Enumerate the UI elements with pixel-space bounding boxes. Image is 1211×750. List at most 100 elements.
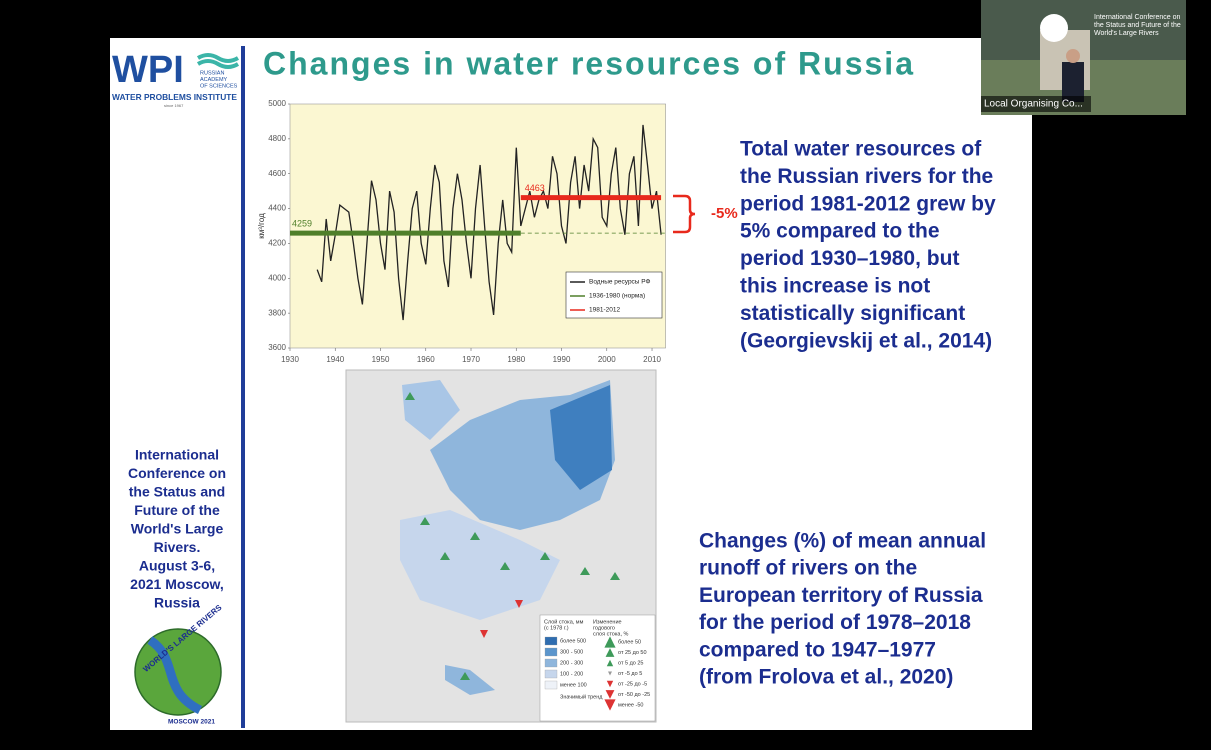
map-legend-symbol [606,659,614,667]
x-tick-label: 1950 [372,355,390,364]
text-bottom-line: for the period of 1978–2018 [699,611,971,634]
sidebar-rule [241,46,245,728]
logo-academy: ACADEMY [200,77,228,83]
conference-line: World's Large [131,521,224,537]
map-legend-swatch [544,658,558,668]
map-legend-label: более 50 [618,639,641,645]
map-legend-label: более 500 [560,638,586,644]
y-tick-label: 4800 [268,134,286,143]
y-axis-label: км³/год [257,213,266,239]
y-tick-label: 3800 [268,308,286,317]
map-legend-label: от -5 до 5 [618,671,642,677]
text-top-line: the Russian rivers for the [740,165,993,188]
map-legend-label: от -50 до -25 [618,692,650,698]
bracket [673,194,696,234]
map-legend-label: 300 - 500 [560,649,583,655]
map-legend-label: менее -50 [618,702,643,708]
map-legend-label: от 5 до 25 [618,660,644,666]
data-line [316,124,662,321]
text-bottom-line: European territory of Russia [699,584,983,607]
conference-line: Russia [154,595,200,611]
video-person [1062,62,1084,102]
x-tick-label: 1980 [507,355,525,364]
x-tick-label: 1990 [553,355,571,364]
y-tick-label: 5000 [268,99,286,108]
legend-label: 1936-1980 (норма) [589,293,645,300]
logo-acronym: WPI [112,49,184,91]
y-tick-label: 4200 [268,239,286,248]
participant-label: Local Organising Co... [984,99,1083,110]
badge-river [147,636,203,715]
video-logo [1040,14,1068,42]
map-legend-swatch [544,680,558,690]
badge-bottom: MOSCOW 2021 [168,719,215,726]
text-bottom-line: compared to 1947–1977 [699,638,936,661]
text-top-line: 5% compared to the [740,220,940,243]
y-tick-label: 3600 [268,343,286,352]
text-bottom-line: (from Frolova et al., 2020) [699,666,953,689]
text-top-line: (Georgievskij et al., 2014) [740,329,992,352]
conference-line: International [135,447,219,463]
map-legend-symbol [604,699,616,711]
text-bottom-line: Changes (%) of mean annual [699,530,986,553]
x-tick-label: 2000 [598,355,616,364]
video-person-head [1066,49,1080,63]
legend-label: 1981-2012 [589,307,620,314]
annotation: -5% [711,205,738,222]
logo-academy: OF SCIENCES [200,83,238,89]
map-legend-symbol [605,648,615,657]
map-region [550,385,612,490]
map-legend-label: 100 - 200 [560,671,583,677]
map-legend-title: Изменение [593,619,622,625]
x-tick-label: 2010 [643,355,661,364]
logo-academy: RUSSIAN [200,70,224,76]
map-legend-label: от 25 до 50 [618,650,647,656]
mean-label: 4259 [292,219,312,229]
map-legend-label: менее 100 [560,682,587,688]
legend-label: Водные ресурсы РФ [589,279,651,286]
video-caption: the Status and Future of the [1094,22,1181,29]
logo-since: since 1967 [164,103,184,108]
mean-label: 4463 [525,183,545,193]
map-legend-title: годового [593,625,615,631]
map-legend-symbol [606,680,614,688]
map-legend-swatch [544,636,558,646]
conference-line: Future of the [134,502,220,518]
video-caption: World's Large Rivers [1094,30,1159,37]
map-region [402,380,460,440]
x-tick-label: 1930 [281,355,299,364]
logo-waves [196,53,240,69]
map-legend-title: (с 1978 г.) [544,625,569,631]
map-legend-symbol [608,671,612,676]
text-top-line: Total water resources of [740,138,982,161]
conference-line: Rivers. [154,539,201,555]
map-legend-symbol [605,690,615,699]
slide-title: Changes in water resources of Russia [263,45,913,81]
text-top-line: this increase is not [740,275,930,298]
conference-line: August 3-6, [139,558,215,574]
y-tick-label: 4400 [268,204,286,213]
conference-line: Conference on [128,465,226,481]
text-top-line: period 1981-2012 grew by [740,192,996,215]
video-label-bg [981,96,1091,112]
logo-institute: WATER PROBLEMS INSTITUTE [112,92,237,102]
map-symbols [480,600,523,638]
video-caption: International Conference on [1094,14,1180,21]
x-tick-label: 1970 [462,355,480,364]
map-legend-title: слоя стока, % [593,631,628,637]
x-tick-label: 1940 [326,355,344,364]
text-top-line: period 1930–1980, but [740,247,959,270]
map-legend-label: от -25 до -5 [618,681,647,687]
y-tick-label: 4600 [268,169,286,178]
map-legend-title: Слой стока, мм [544,618,584,625]
conference-line: the Status and [129,484,225,500]
x-tick-label: 1960 [417,355,435,364]
map-legend-swatch [544,647,558,657]
text-bottom-line: runoff of rivers on the [699,557,917,580]
map-region [400,510,560,620]
conference-line: 2021 Moscow, [130,576,224,592]
map-legend-label: Значимый тренд [560,693,603,700]
map-legend-swatch [544,669,558,679]
